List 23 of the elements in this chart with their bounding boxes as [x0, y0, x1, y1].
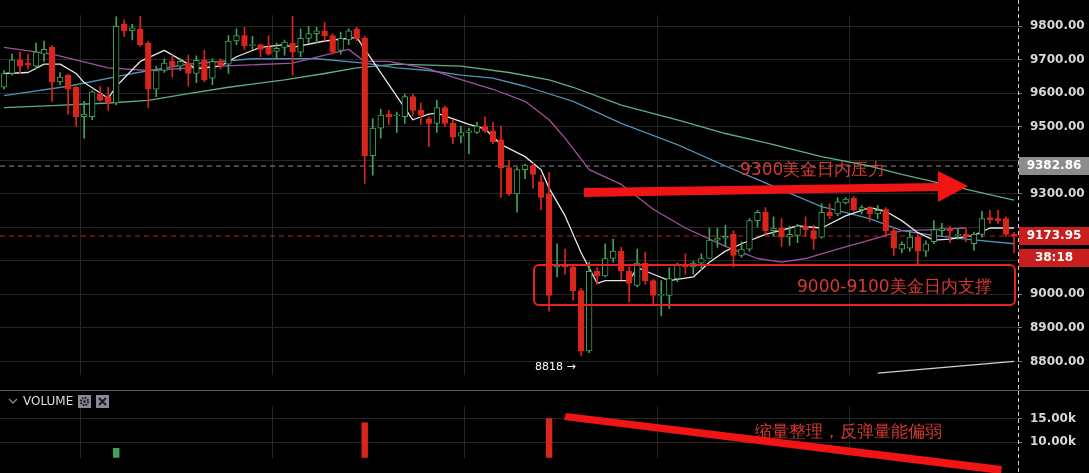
y-tick-label: 9000.00: [1030, 286, 1085, 301]
ref-line-label: 9382.86: [1026, 158, 1082, 173]
y-tick-label: 9300.00: [1030, 185, 1085, 200]
annotation: 9000-9100美金日内支撑: [797, 276, 992, 297]
y-tick-label: 9800.00: [1030, 18, 1085, 33]
candlestick: [938, 222, 946, 236]
candlestick: [994, 209, 1002, 224]
y-tick-label: 9700.00: [1030, 51, 1085, 66]
candlestick: [1010, 232, 1018, 254]
ref-line-label: 9173.95: [1026, 228, 1082, 243]
candlestick: [465, 127, 473, 155]
y-tick-label: 8900.00: [1030, 320, 1085, 335]
y-tick-label: 10.00k: [1030, 434, 1077, 449]
text: 38:18: [1034, 250, 1074, 265]
annotation: 8818 →: [535, 359, 576, 373]
candlestick: [425, 116, 433, 147]
candlestick: [986, 209, 994, 224]
y-tick-label: 9500.00: [1030, 118, 1085, 133]
candlestick: [393, 111, 400, 133]
y-tick-label: 8800.00: [1030, 353, 1085, 368]
y-tick-label: 9600.00: [1030, 85, 1085, 100]
y-tick-label: 15.00k: [1030, 410, 1077, 425]
chart-title: VOLUME: [23, 394, 74, 408]
